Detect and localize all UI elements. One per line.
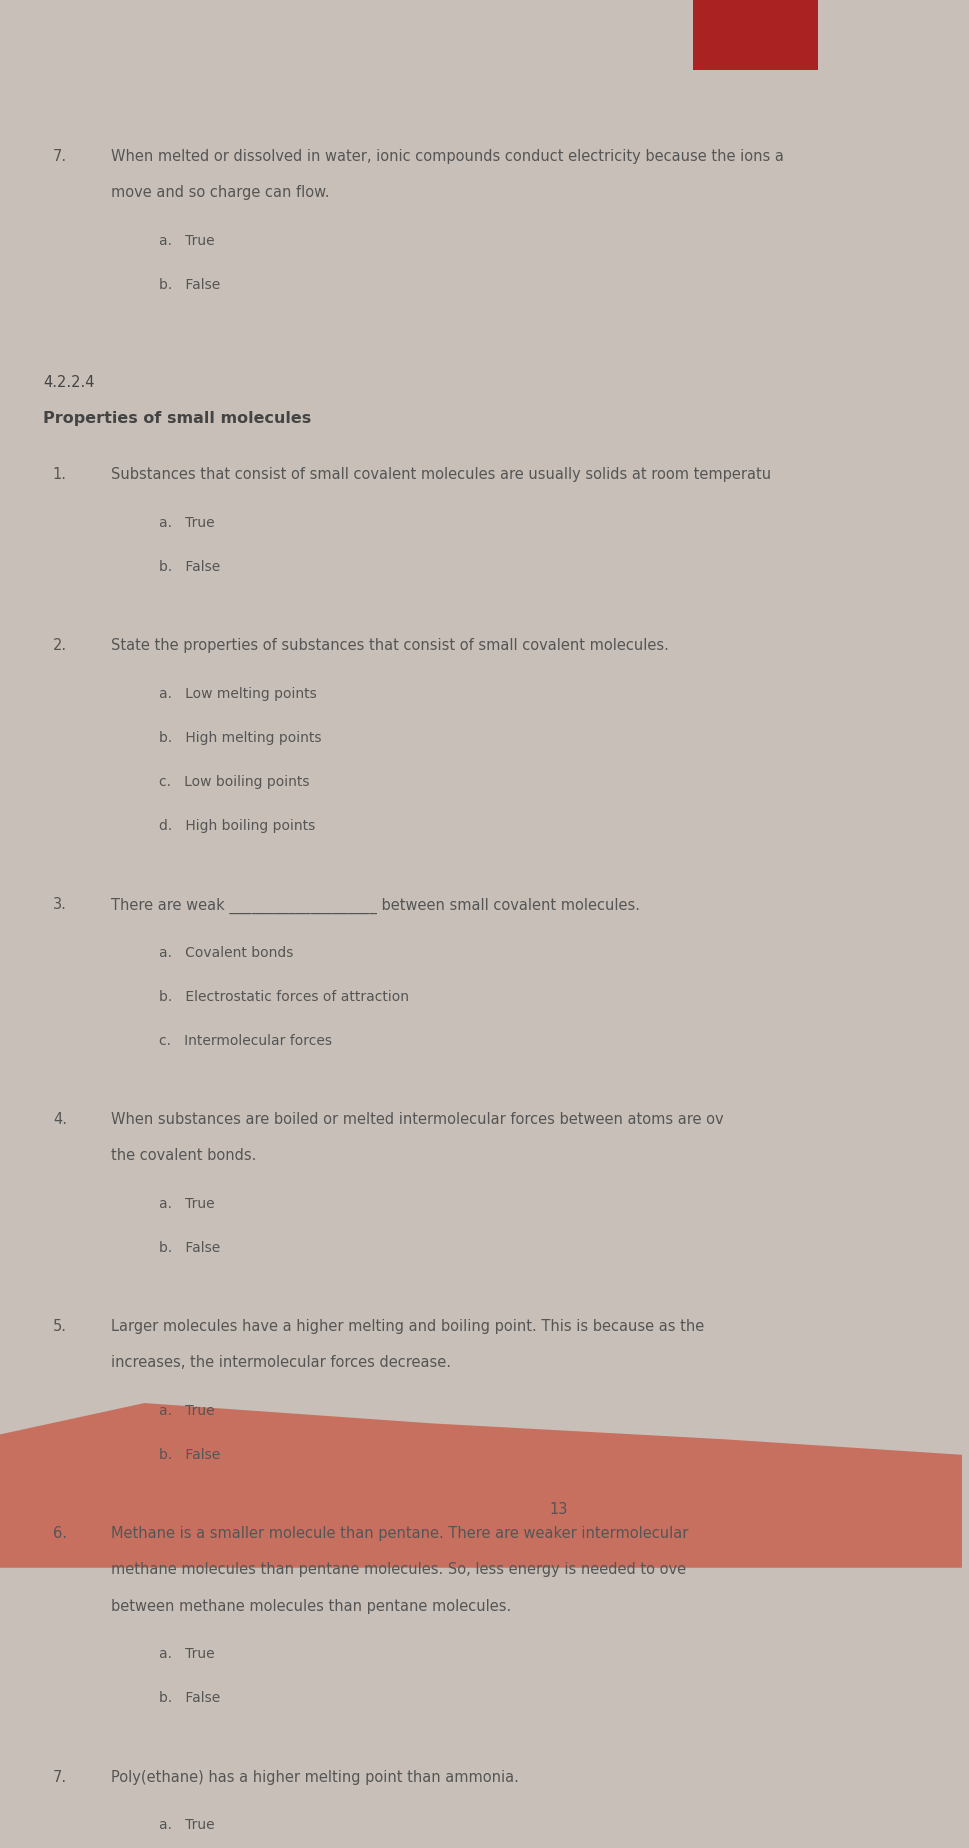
- Text: 3.: 3.: [53, 896, 67, 911]
- Text: Methane is a smaller molecule than pentane. There are weaker intermolecular: Methane is a smaller molecule than penta…: [110, 1526, 687, 1541]
- Text: a.   True: a. True: [159, 1196, 214, 1210]
- Text: move and so charge can flow.: move and so charge can flow.: [110, 185, 328, 200]
- Text: methane molecules than pentane molecules. So, less energy is needed to ove: methane molecules than pentane molecules…: [110, 1562, 685, 1576]
- Text: 4.2.2.4: 4.2.2.4: [44, 375, 95, 390]
- Text: b.   False: b. False: [159, 1691, 220, 1704]
- Text: between methane molecules than pentane molecules.: between methane molecules than pentane m…: [110, 1599, 511, 1613]
- Text: Poly(ethane) has a higher melting point than ammonia.: Poly(ethane) has a higher melting point …: [110, 1769, 518, 1783]
- Text: the covalent bonds.: the covalent bonds.: [110, 1148, 256, 1162]
- Text: a.   True: a. True: [159, 516, 214, 530]
- Text: When substances are boiled or melted intermolecular forces between atoms are ov: When substances are boiled or melted int…: [110, 1112, 723, 1127]
- Text: 6.: 6.: [53, 1526, 67, 1541]
- Text: a.   Low melting points: a. Low melting points: [159, 687, 316, 700]
- FancyBboxPatch shape: [692, 0, 817, 70]
- Text: 4.: 4.: [53, 1112, 67, 1127]
- Text: Substances that consist of small covalent molecules are usually solids at room t: Substances that consist of small covalen…: [110, 468, 770, 482]
- Text: 1.: 1.: [53, 468, 67, 482]
- Text: a.   Covalent bonds: a. Covalent bonds: [159, 946, 293, 959]
- Text: b.   False: b. False: [159, 277, 220, 292]
- Text: d.   High boiling points: d. High boiling points: [159, 819, 315, 832]
- Text: b.   High melting points: b. High melting points: [159, 730, 321, 745]
- Text: b.   False: b. False: [159, 1447, 220, 1462]
- Text: b.   Electrostatic forces of attraction: b. Electrostatic forces of attraction: [159, 989, 408, 1003]
- Text: Larger molecules have a higher melting and boiling point. This is because as the: Larger molecules have a higher melting a…: [110, 1319, 703, 1334]
- Text: 5.: 5.: [53, 1319, 67, 1334]
- Text: State the properties of substances that consist of small covalent molecules.: State the properties of substances that …: [110, 638, 668, 652]
- Text: c.   Low boiling points: c. Low boiling points: [159, 774, 309, 789]
- FancyBboxPatch shape: [0, 0, 961, 78]
- Text: 7.: 7.: [53, 150, 67, 164]
- Text: c.   Intermolecular forces: c. Intermolecular forces: [159, 1033, 331, 1048]
- Text: There are weak ____________________ between small covalent molecules.: There are weak ____________________ betw…: [110, 896, 639, 913]
- Text: Properties of small molecules: Properties of small molecules: [44, 410, 311, 425]
- Text: b.   False: b. False: [159, 1240, 220, 1255]
- Text: 7.: 7.: [53, 1769, 67, 1783]
- Text: increases, the intermolecular forces decrease.: increases, the intermolecular forces dec…: [110, 1355, 451, 1369]
- Text: a.   True: a. True: [159, 1647, 214, 1660]
- Text: 2.: 2.: [53, 638, 67, 652]
- Text: When melted or dissolved in water, ionic compounds conduct electricity because t: When melted or dissolved in water, ionic…: [110, 150, 783, 164]
- Text: a.   True: a. True: [159, 233, 214, 248]
- Text: a.   True: a. True: [159, 1403, 214, 1417]
- Text: b.   False: b. False: [159, 560, 220, 573]
- Text: 13: 13: [548, 1501, 567, 1515]
- Polygon shape: [0, 0, 961, 133]
- Text: a.   True: a. True: [159, 1817, 214, 1831]
- Polygon shape: [0, 1403, 961, 1567]
